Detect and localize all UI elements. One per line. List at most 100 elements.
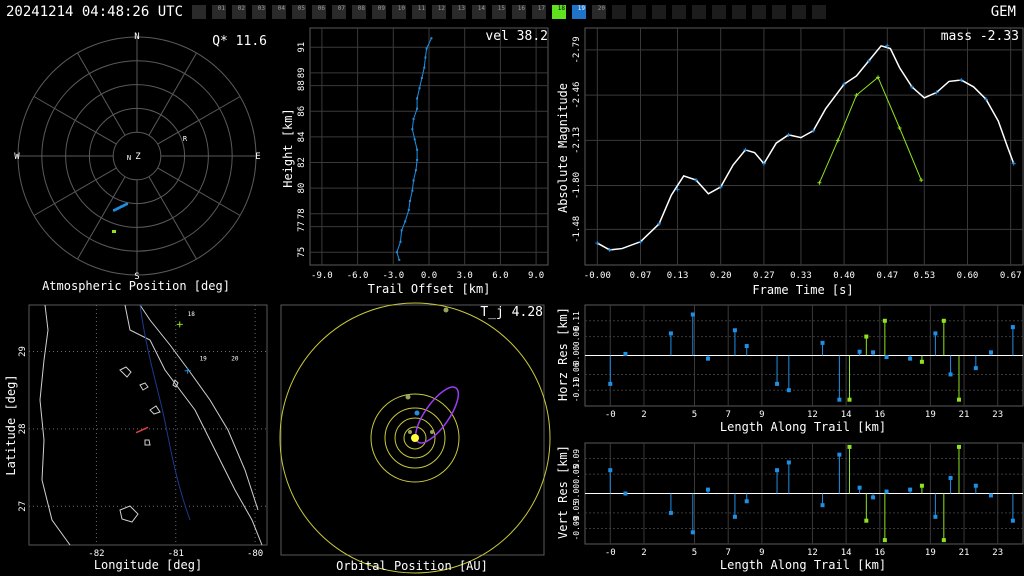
residual-point	[775, 468, 780, 473]
residual-xtick: 19	[925, 410, 936, 420]
residual-point	[882, 318, 887, 323]
map-ground-track	[135, 426, 149, 434]
polar-point-a	[118, 206, 122, 209]
residual-point	[988, 350, 993, 355]
atmospheric-position-panel: N S E W R N Z Q* 11.6 Atmospheric Positi…	[14, 32, 267, 293]
magnitude-point	[675, 187, 680, 192]
residual-xtick: 2	[641, 548, 646, 558]
polar-point-a	[121, 204, 124, 208]
magnitude-xtick: 0.33	[790, 271, 812, 281]
polar-spoke	[157, 167, 241, 216]
residual-xtick: 2	[641, 410, 646, 420]
residual-xtick: 21	[959, 548, 970, 558]
magnitude-xtick: 0.07	[630, 271, 652, 281]
residual-ytick: 0.06	[572, 327, 581, 346]
camera-indicator	[192, 5, 206, 19]
residual-point	[864, 518, 869, 523]
map-xtick: -82	[88, 549, 104, 559]
camera-indicator: 16	[512, 5, 526, 19]
height-ytick: 84	[297, 131, 307, 142]
camera-indicator: 11	[412, 5, 426, 19]
magnitude-ytick: -2.46	[572, 82, 582, 109]
residual-point	[847, 444, 852, 449]
residual-point	[732, 514, 737, 519]
residual-ytick: 0.11	[572, 311, 581, 330]
horz-ylabel: Horz Res [km]	[556, 307, 570, 401]
height-point	[416, 97, 419, 100]
camera-indicator	[772, 5, 786, 19]
residual-point	[908, 356, 913, 361]
camera-indicator: 20	[592, 5, 606, 19]
camera-indicator	[692, 5, 706, 19]
height-point	[404, 220, 407, 223]
mass-annotation: mass -2.33	[941, 29, 1019, 44]
ground-map-panel: -82 -81 -80 27 28 29 20 18 19 Longitude [deg] La…	[4, 304, 268, 572]
camera-indicator	[672, 5, 686, 19]
residual-ytick: -0.06	[572, 362, 581, 386]
residual-point	[837, 397, 842, 402]
orbit-panel: T_j 4.28 Orbital Position [AU]	[279, 302, 551, 574]
residual-point	[871, 495, 876, 500]
magnitude-ytick: -1.48	[572, 216, 582, 243]
camera-indicator	[732, 5, 746, 19]
vert-ylabel: Vert Res [km]	[556, 445, 570, 539]
residual-point	[668, 510, 673, 515]
camera-indicator	[752, 5, 766, 19]
camera-indicator: 03	[252, 5, 266, 19]
network-name: GEM	[990, 4, 1016, 20]
orbit-earth-marker	[414, 410, 420, 416]
polar-point-a	[124, 203, 127, 206]
magnitude-point	[842, 82, 847, 87]
residual-xtick: 23	[992, 548, 1003, 558]
orbit-planet-marker	[408, 430, 412, 434]
polar-dir-s: S	[134, 272, 139, 282]
residual-point	[973, 483, 978, 488]
polar-spoke	[148, 176, 197, 260]
residual-ytick: -0.05	[572, 501, 581, 525]
orbit-frame	[280, 304, 545, 556]
residual-point	[786, 460, 791, 465]
residual-point	[871, 350, 876, 355]
magnitude-point	[909, 84, 914, 89]
residual-xtick: 19	[925, 548, 936, 558]
camera-indicator: 13	[452, 5, 466, 19]
orbit-planet-marker	[405, 394, 411, 400]
residual-point	[705, 487, 710, 492]
height-point	[430, 37, 433, 40]
orbit-planet-marker	[443, 307, 449, 313]
height-point	[411, 128, 414, 131]
camera-indicator: 18	[552, 5, 566, 19]
height-ytick: 89	[297, 67, 307, 78]
magnitude-frame	[584, 27, 1024, 266]
residual-ytick: -0.09	[572, 516, 581, 540]
polar-dir-w: W	[14, 152, 20, 162]
magnitude-panel: -0.00 0.07 0.13 0.20 0.27 0.33 0.40 0.47 0.53 0.6…	[556, 27, 1024, 297]
timestamp: 20241214 04:48:26 UTC	[6, 4, 184, 20]
residual-xtick: 21	[959, 410, 970, 420]
residual-xtick: -0	[605, 548, 616, 558]
residual-point	[857, 349, 862, 354]
residual-point	[786, 388, 791, 393]
height-xlabel: Trail Offset [km]	[368, 282, 491, 296]
orbit-planet-ring	[279, 302, 551, 574]
magnitude-point	[876, 75, 881, 80]
residual-point	[690, 530, 695, 535]
polar-spoke	[33, 167, 117, 216]
residual-point	[744, 499, 749, 504]
height-xtick: -9.0	[311, 271, 333, 281]
residual-point	[933, 331, 938, 336]
camera-indicator: 15	[492, 5, 506, 19]
residual-xtick: 16	[874, 410, 885, 420]
polar-point-a	[117, 206, 120, 210]
camera-indicator: 04	[272, 5, 286, 19]
height-point	[416, 158, 419, 161]
orbit-planet-ring	[384, 407, 446, 469]
height-xtick: 0.0	[421, 271, 437, 281]
height-point	[411, 189, 414, 192]
camera-indicator	[612, 5, 626, 19]
height-ytick: 88	[297, 80, 307, 91]
magnitude-point	[811, 128, 816, 133]
height-ytick: 78	[297, 208, 307, 219]
q-star-annotation: Q* 11.6	[212, 34, 267, 49]
polar-dir-n: N	[134, 32, 139, 42]
